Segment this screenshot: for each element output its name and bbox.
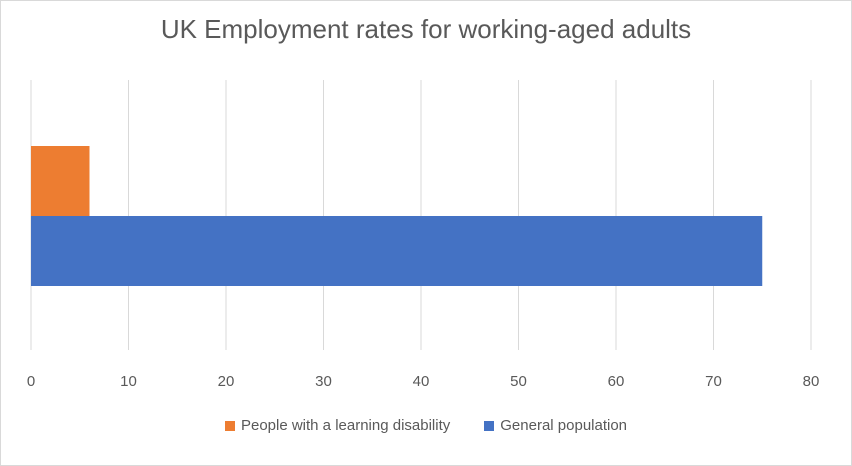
legend-item-general-population: General population — [484, 417, 627, 434]
legend-swatch-learning-disability — [224, 420, 235, 431]
chart-title: UK Employment rates for working-aged adu… — [160, 14, 692, 44]
x-tick-label-20: 20 — [218, 373, 235, 390]
legend: People with a learning disability Genera… — [0, 417, 852, 434]
legend-label-learning-disability: People with a learning disability — [240, 417, 451, 434]
x-tick-label-80: 80 — [803, 373, 820, 390]
x-tick-label-70: 70 — [705, 373, 722, 390]
x-tick-labels: 0 10 20 30 40 50 60 70 80 — [27, 373, 820, 390]
x-tick-label-50: 50 — [510, 373, 527, 390]
x-tick-label-60: 60 — [608, 373, 625, 390]
legend-label-general-population: General population — [500, 417, 628, 434]
legend-item-learning-disability: People with a learning disability — [224, 417, 451, 434]
grid-lines — [30, 80, 812, 350]
legend-swatch-general-population — [484, 420, 495, 431]
x-tick-label-10: 10 — [120, 373, 137, 390]
bar-people-with-a-learning-disability — [31, 146, 90, 216]
x-tick-label-40: 40 — [413, 373, 430, 390]
x-tick-label-0: 0 — [27, 373, 35, 390]
x-tick-label-30: 30 — [315, 373, 332, 390]
bar-general-population — [31, 216, 763, 286]
bars — [31, 146, 763, 286]
